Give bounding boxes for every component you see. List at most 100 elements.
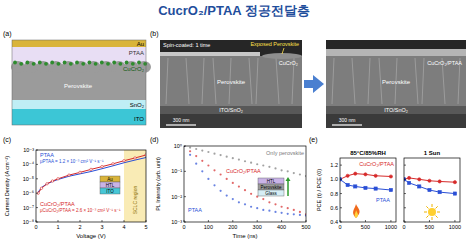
panel-label: (d) <box>150 136 159 144</box>
sun-ray <box>436 216 438 218</box>
y-tick-label: 1.2 <box>330 162 338 168</box>
marker <box>268 166 270 168</box>
marker <box>101 165 103 167</box>
marker <box>68 174 70 176</box>
sem-grain <box>256 58 258 104</box>
inset-label: Au <box>107 177 113 182</box>
y-tick-label: 0.8 <box>330 191 338 197</box>
device-stack: AuPTAACuCrO₂PerovskiteSnO₂ITO <box>11 40 151 125</box>
x-tick-label: 500 <box>425 224 434 230</box>
x-tick-label: 0 <box>34 224 37 230</box>
sun-ray <box>426 206 428 208</box>
layer-label: PTAA <box>129 50 144 56</box>
marker <box>346 183 349 186</box>
panel-label: (e) <box>309 136 318 144</box>
marker <box>37 192 39 194</box>
marker <box>189 146 191 148</box>
sun-ray <box>432 217 433 220</box>
marker <box>453 181 456 184</box>
sem-label: ITO/SnO₂ <box>384 107 408 113</box>
chart: 050010000.40.60.81.01.2CuCrO₂/PTAAPTAA85… <box>316 150 397 230</box>
region <box>124 150 146 222</box>
marker <box>346 174 349 177</box>
marker <box>438 180 441 183</box>
x-tick-label: 5 <box>144 224 147 230</box>
cucro2-particle <box>119 62 123 66</box>
inset-layer <box>258 184 284 190</box>
marker <box>287 170 289 172</box>
cucro2-particle <box>94 62 98 66</box>
sem-grain <box>332 58 334 104</box>
cucro2-particle <box>38 61 42 65</box>
marker <box>274 211 276 213</box>
grain <box>87 61 101 73</box>
series-line <box>38 158 146 193</box>
marker <box>195 155 197 157</box>
marker <box>389 188 392 191</box>
x-tick-label: 500 <box>301 224 310 230</box>
marker <box>232 198 234 200</box>
marker <box>244 160 246 162</box>
series-label: CuCrO₂/PTAA <box>359 161 394 167</box>
cucro2-particle <box>32 62 36 66</box>
x-tick-label: 100 <box>204 224 213 230</box>
plot-area <box>340 172 393 192</box>
cucro2-particle <box>19 62 23 66</box>
series-label: CuCrO₂/PTAA <box>226 168 261 174</box>
series-label: PTAA <box>40 152 54 158</box>
marker <box>281 169 283 171</box>
y-axis-label: PCE (t) / PCE (0) <box>316 169 322 211</box>
marker <box>201 160 203 162</box>
marker <box>374 174 377 177</box>
marker <box>407 176 410 179</box>
series-line <box>340 174 391 180</box>
x-axis-label: Time (ns) <box>232 233 257 239</box>
panel-label: (b) <box>150 30 159 38</box>
sem-grain <box>249 58 252 104</box>
marker <box>287 213 289 215</box>
sem-substrate <box>160 114 302 128</box>
x-tick-label: 3 <box>100 224 103 230</box>
series-label: PTAA <box>376 197 390 203</box>
cucro2-particle <box>69 62 73 66</box>
marker <box>453 192 456 195</box>
y-tick-label: 10⁻³ <box>171 219 182 225</box>
y-axis-label: PL Intensity (arb. unit) <box>155 157 161 211</box>
marker <box>220 190 222 192</box>
inset-layer <box>100 176 120 182</box>
sem-substrate <box>326 114 466 128</box>
cucro2-particle <box>100 61 104 65</box>
inset-label: HTL <box>267 179 276 184</box>
layer-au <box>12 40 146 47</box>
marker <box>238 159 240 161</box>
marker <box>232 157 234 159</box>
marker <box>262 164 264 166</box>
marker <box>226 195 228 197</box>
y-tick-label: 10⁻² <box>171 194 182 200</box>
marker <box>112 163 114 165</box>
marker <box>262 198 264 200</box>
chart-title: 1 Sun <box>424 150 441 156</box>
marker <box>232 182 234 184</box>
cucro2-particle <box>137 61 141 65</box>
figure: CucrO₂/PTAA 정공전달층(a)(b)(c)(d)(e)AuPTAACu… <box>0 0 468 244</box>
sem-image: CuCrO₂/PTAAPerovskiteITO/SnO₂300 nm <box>326 40 466 128</box>
grain <box>11 61 25 73</box>
marker <box>213 169 215 171</box>
excitation-arrow-head <box>286 177 291 181</box>
marker <box>428 188 431 191</box>
marker <box>195 163 197 165</box>
marker <box>364 173 367 176</box>
x-tick-label: 1000 <box>449 224 461 230</box>
marker <box>51 180 53 182</box>
inset-layer <box>258 178 284 184</box>
layer-label: Perovskite <box>64 83 93 89</box>
marker <box>244 189 246 191</box>
sem-perovskite <box>326 56 466 106</box>
title: CucrO₂/PTAA 정공전달층 <box>158 3 310 18</box>
x-tick-label: 2 <box>78 224 81 230</box>
marker <box>299 211 301 213</box>
inset-layer <box>100 188 120 194</box>
marker <box>201 170 203 172</box>
y-tick-label: 1.0 <box>330 176 338 182</box>
